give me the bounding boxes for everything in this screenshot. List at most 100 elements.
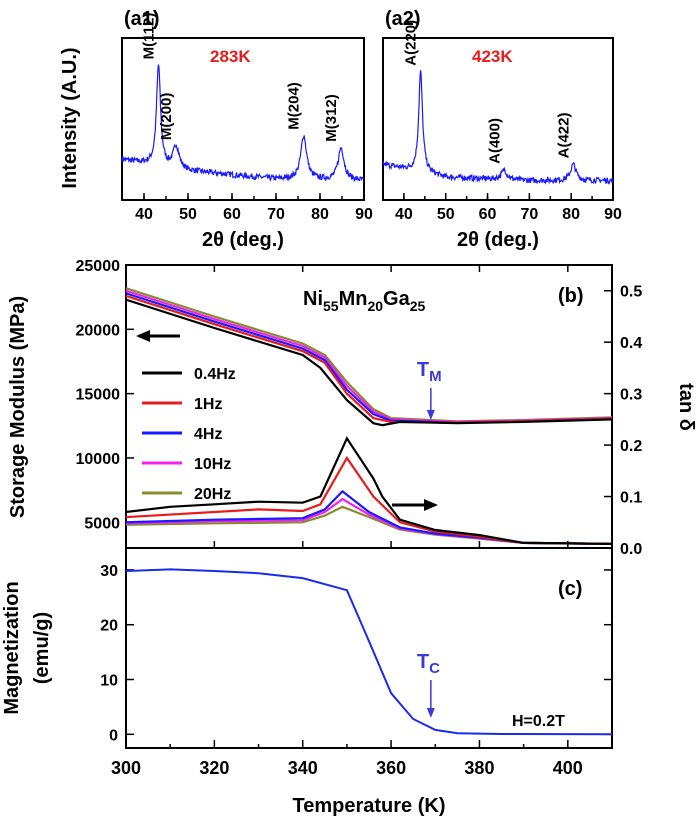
c-x-tick-label: 380 [464, 758, 494, 778]
b-formula: Ni55Mn20Ga25 [303, 288, 426, 314]
tm-label-main: T [417, 359, 429, 381]
b-y-tick-label: 20000 [76, 322, 121, 339]
a1-x-tick-label: 60 [223, 206, 241, 223]
a2-peak-labels: A(220) A(400) A(422) [403, 20, 573, 164]
tm-marker: TM [417, 359, 442, 420]
c-x-tick-label: 300 [111, 758, 141, 778]
b-legend: 0.4Hz 1Hz 4Hz 10Hz 20Hz [142, 366, 236, 503]
a1-x-label: 2θ (deg.) [202, 229, 284, 251]
a2-xrd-line [382, 70, 614, 185]
a1-x-ticks: 40 50 60 70 80 90 [121, 193, 373, 223]
a2-peak-label: A(220) [403, 20, 420, 66]
a2-x-ticks: 40 50 60 70 80 90 [382, 193, 622, 223]
legend-label: 1Hz [194, 396, 222, 413]
b-y2-tick-label: 0.2 [620, 438, 642, 455]
c-x-tick-label: 340 [288, 758, 318, 778]
b-y-tick-label: 15000 [76, 387, 121, 404]
a1-peak-label: M(200) [158, 93, 175, 141]
c-ticks: 0 10 20 30 300 320 340 360 380 400 [100, 563, 613, 778]
panel-a1: (a1) 283K 40 50 60 70 80 90 M(112) M(200) M(204… [59, 8, 373, 251]
legend-label: 0.4Hz [194, 366, 236, 383]
a1-x-tick-label: 70 [267, 206, 285, 223]
a1-xrd-line [121, 64, 365, 182]
formula-ni-sub: 55 [323, 298, 339, 314]
a2-x-label: 2θ (deg.) [457, 229, 539, 251]
formula-ga-sub: 25 [410, 298, 426, 314]
c-x-tick-label: 320 [199, 758, 229, 778]
tc-label: TC [417, 651, 440, 677]
b-ticks: 5000 10000 15000 20000 25000 0.0 0.1 0.2 0.3 0.4 0… [76, 258, 643, 558]
legend-label: 4Hz [194, 426, 222, 443]
b-y2-label: tan δ [675, 383, 697, 431]
c-x-tick-label: 400 [553, 758, 583, 778]
tc-label-sub: C [429, 660, 440, 677]
b-y-tick-label: 5000 [84, 515, 120, 532]
formula-mn-sub: 20 [367, 298, 383, 314]
a1-peak-label: M(312) [323, 94, 340, 142]
legend-label: 10Hz [194, 456, 231, 473]
c-x-tick-label: 360 [376, 758, 406, 778]
a1-x-tick-label: 40 [135, 206, 153, 223]
tan-delta-line-1Hz [125, 455, 613, 545]
a1-y-label: Intensity (A.U.) [59, 47, 81, 188]
b-y2-tick-label: 0.5 [620, 284, 642, 301]
panel-a2: (a2) 423K 40 50 60 70 80 90 A(220) A(400) A(422… [382, 8, 622, 251]
b-y2-tick-label: 0.1 [620, 490, 642, 507]
a2-panel-label: (a2) [385, 8, 421, 30]
a1-frame [121, 37, 365, 201]
c-magnetization-line [125, 568, 613, 736]
modulus-line-0.4Hz [125, 298, 613, 427]
a2-frame [382, 37, 614, 201]
a2-x-tick-label: 70 [520, 206, 538, 223]
left-axis-arrow [136, 330, 180, 342]
a2-x-tick-label: 90 [604, 206, 622, 223]
a1-x-tick-label: 80 [311, 206, 329, 223]
b-panel-label: (b) [558, 285, 584, 307]
a2-temp-label: 423K [472, 47, 513, 66]
a2-x-tick-label: 60 [479, 206, 497, 223]
c-field-label: H=0.2T [512, 713, 565, 730]
c-y-tick-label: 30 [100, 563, 118, 580]
c-panel-label: (c) [558, 578, 582, 600]
b-y-tick-label: 25000 [76, 258, 121, 275]
c-y-tick-label: 10 [100, 673, 118, 690]
c-y-label-line2: (emu/g) [31, 612, 53, 684]
panel-b: 5000 10000 15000 20000 25000 0.0 0.1 0.2 0.3 0.4 0… [7, 258, 697, 558]
b-series-lines [125, 287, 613, 545]
b-y-tick-label: 10000 [76, 451, 121, 468]
a2-peak-label: A(422) [555, 113, 572, 159]
tc-arrow-head [426, 708, 435, 718]
tm-arrow-head [426, 410, 435, 420]
legend-label: 20Hz [194, 486, 231, 503]
c-x-label: Temperature (K) [293, 795, 446, 817]
c-y-tick-label: 20 [100, 618, 118, 635]
right-axis-arrow [392, 499, 438, 511]
tan-delta-line-0.4Hz [125, 436, 613, 545]
tm-label-sub: M [429, 368, 442, 385]
a1-panel-label: (a1) [124, 8, 160, 30]
a1-temp-label: 283K [210, 47, 251, 66]
b-y2-tick-label: 0.3 [620, 387, 642, 404]
c-y-label-line1: Magnetization [1, 581, 23, 714]
b-y2-tick-label: 0.4 [620, 335, 642, 352]
a1-peak-label: M(112) [141, 13, 158, 60]
a2-x-tick-label: 40 [395, 206, 413, 223]
b-y2-tick-label: 0.0 [620, 541, 642, 558]
a1-peak-label: M(204) [286, 82, 303, 130]
a1-x-tick-label: 90 [355, 206, 373, 223]
a2-peak-label: A(400) [486, 118, 503, 164]
a2-x-tick-label: 50 [437, 206, 455, 223]
a1-x-tick-label: 50 [179, 206, 197, 223]
tc-label-main: T [417, 651, 429, 673]
formula-ga: Ga [383, 288, 411, 310]
c-frame [125, 547, 613, 749]
formula-ni: Ni [303, 288, 323, 310]
formula-mn: Mn [339, 288, 368, 310]
c-y-tick-label: 0 [109, 727, 118, 744]
tc-marker: TC [417, 651, 440, 718]
a2-x-tick-label: 80 [562, 206, 580, 223]
a1-peak-labels: M(112) M(200) M(204) M(312) [141, 13, 341, 142]
b-y-label: Storage Modulus (MPa) [7, 296, 29, 518]
